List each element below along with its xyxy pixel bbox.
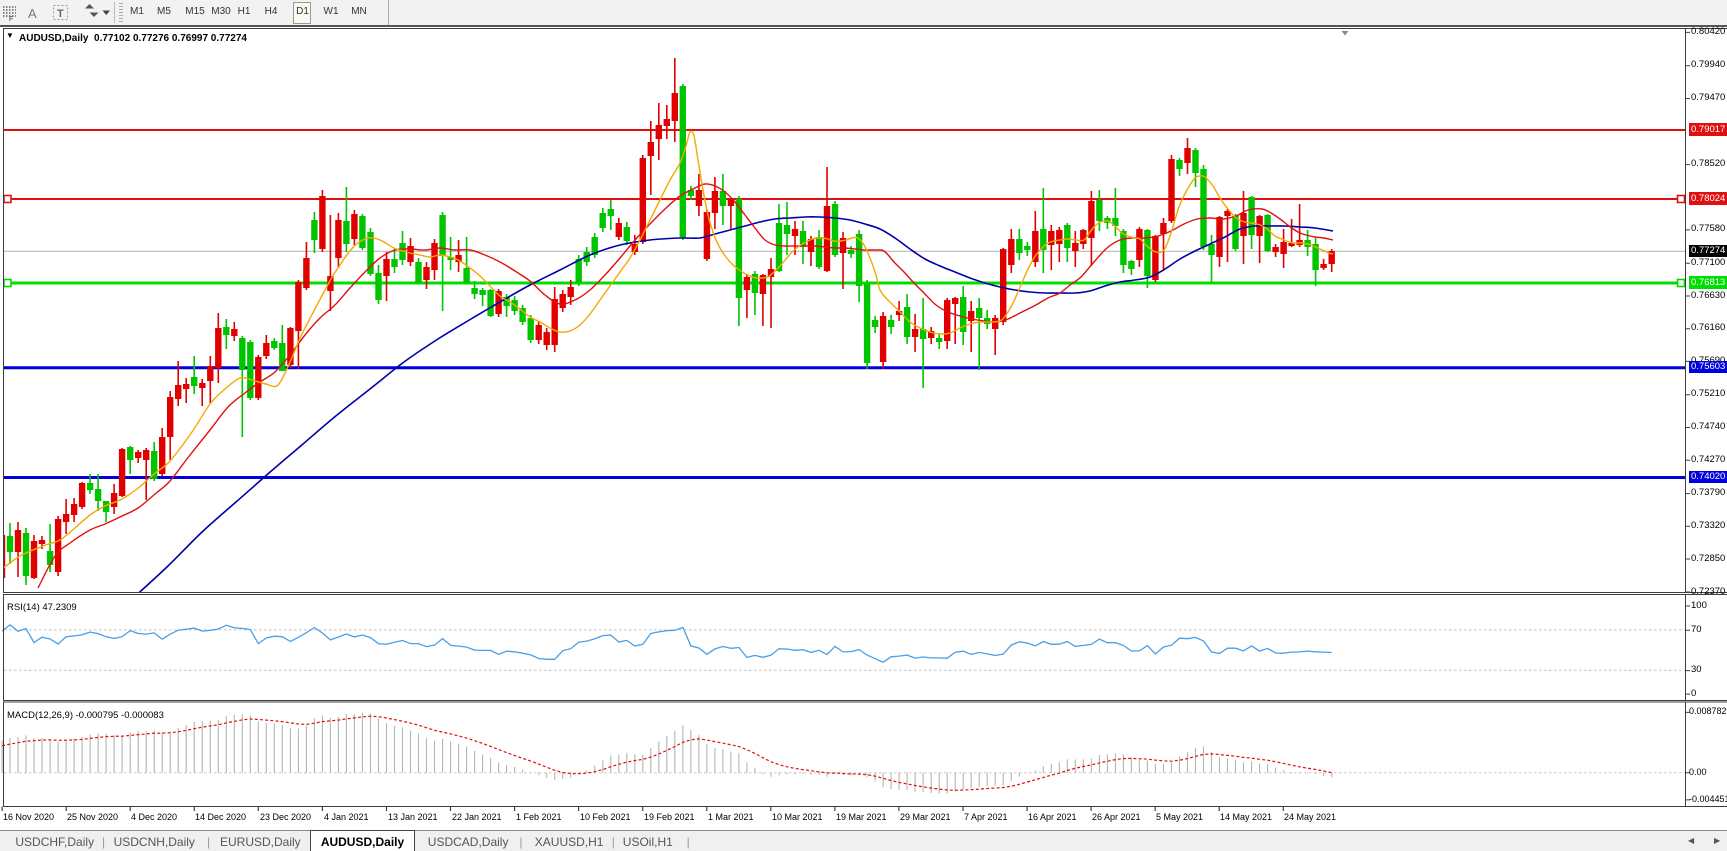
svg-text:F: F (9, 16, 13, 23)
svg-text:T: T (57, 8, 64, 20)
svg-text:A: A (28, 6, 37, 21)
